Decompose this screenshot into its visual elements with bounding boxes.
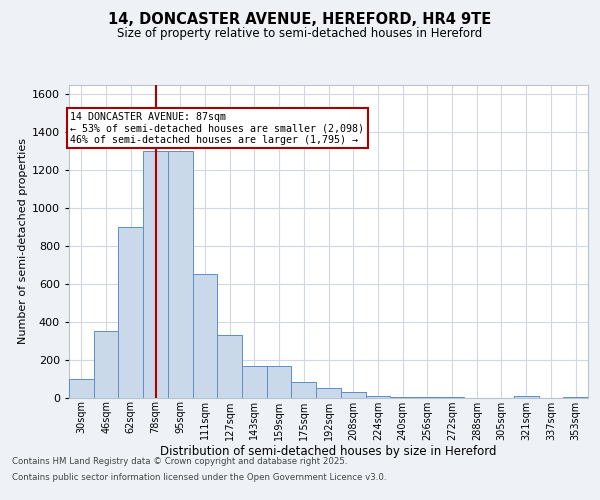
Bar [316, 388, 341, 398]
Bar [390, 396, 415, 398]
Text: Contains public sector information licensed under the Open Government Licence v3: Contains public sector information licen… [12, 472, 386, 482]
Bar [267, 366, 292, 398]
Text: Size of property relative to semi-detached houses in Hereford: Size of property relative to semi-detach… [118, 28, 482, 40]
Bar [193, 274, 217, 398]
Bar [514, 396, 539, 398]
Text: 14 DONCASTER AVENUE: 87sqm
← 53% of semi-detached houses are smaller (2,098)
46%: 14 DONCASTER AVENUE: 87sqm ← 53% of semi… [70, 112, 364, 144]
X-axis label: Distribution of semi-detached houses by size in Hereford: Distribution of semi-detached houses by … [160, 446, 497, 458]
Bar [118, 227, 143, 398]
Bar [341, 392, 365, 398]
Bar [365, 396, 390, 398]
Y-axis label: Number of semi-detached properties: Number of semi-detached properties [17, 138, 28, 344]
Bar [242, 366, 267, 398]
Text: 14, DONCASTER AVENUE, HEREFORD, HR4 9TE: 14, DONCASTER AVENUE, HEREFORD, HR4 9TE [109, 12, 491, 28]
Bar [143, 152, 168, 398]
Bar [217, 335, 242, 398]
Bar [94, 331, 118, 398]
Bar [69, 378, 94, 398]
Bar [292, 382, 316, 398]
Bar [563, 396, 588, 398]
Bar [168, 152, 193, 398]
Text: Contains HM Land Registry data © Crown copyright and database right 2025.: Contains HM Land Registry data © Crown c… [12, 458, 347, 466]
